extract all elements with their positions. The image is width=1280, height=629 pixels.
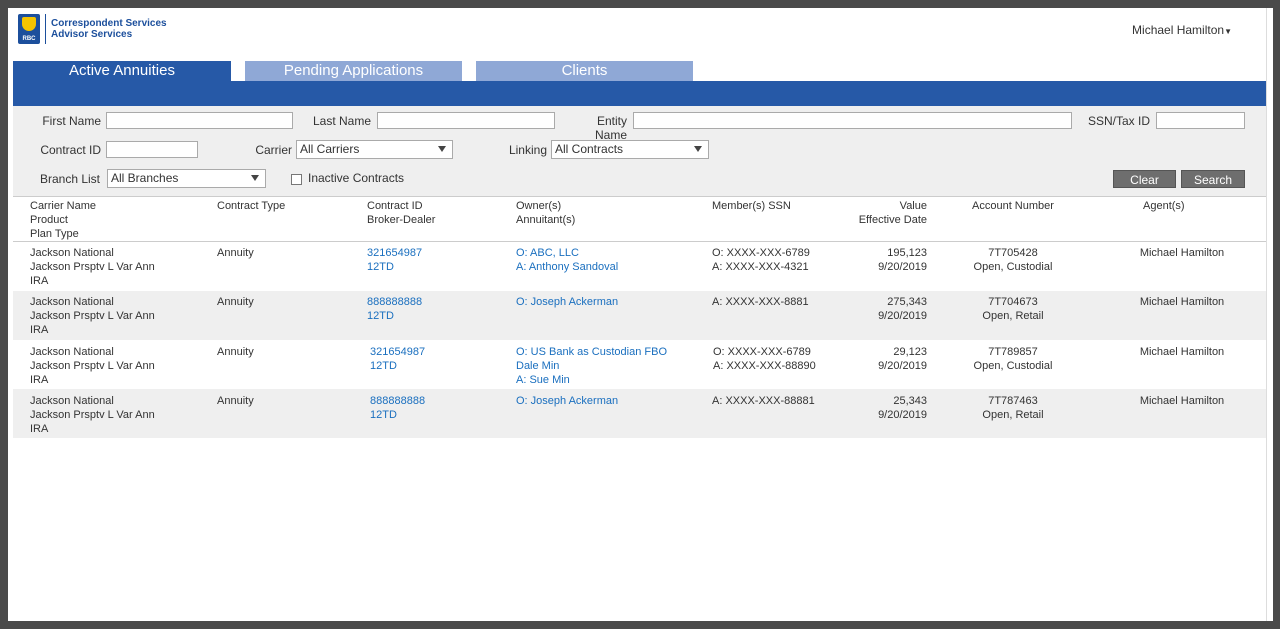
agent-cell: Michael Hamilton (1139, 395, 1225, 407)
owner-link[interactable]: O: US Bank as Custodian FBO (516, 346, 668, 358)
value-cell: 29,123 9/20/2019 (878, 346, 927, 372)
broker-dealer-link[interactable]: 12TD (367, 261, 394, 273)
first-name-label: First Name (42, 114, 101, 128)
col-account[interactable]: Account Number (972, 200, 1054, 212)
contract-cell: 888888888 12TD (367, 295, 422, 323)
contract-id-link[interactable]: 321654987 (370, 346, 426, 358)
value-cell: 195,123 9/20/2019 (878, 247, 927, 273)
annuitant-link[interactable]: A: Sue Min (516, 374, 570, 386)
tab-pending-applications[interactable]: Pending Applications (245, 61, 462, 81)
owner-link[interactable]: O: Joseph Ackerman (516, 395, 619, 407)
inactive-contracts-label: Inactive Contracts (308, 171, 405, 185)
last-name-label: Last Name (312, 114, 371, 128)
contract-id-link[interactable]: 888888888 (367, 296, 423, 308)
broker-dealer-link[interactable]: 12TD (370, 409, 397, 421)
rbc-shield-icon: RBC (18, 14, 40, 44)
broker-dealer-link[interactable]: 12TD (367, 310, 394, 322)
table-row[interactable]: Jackson National Jackson Prsptv L Var An… (13, 242, 1266, 291)
contract-id-label: Contract ID (40, 143, 101, 157)
filter-panel: First Name Last Name Entity Name SSN/Tax… (13, 106, 1266, 196)
entity-name-input[interactable] (633, 112, 1072, 129)
owner-link[interactable]: O: Joseph Ackerman (516, 296, 619, 308)
scrollbar[interactable] (1266, 8, 1273, 621)
table-row[interactable]: Jackson National Jackson Prsptv L Var An… (13, 291, 1266, 340)
caret-down-icon: ▼ (1224, 27, 1232, 36)
app-window: RBC Correspondent Services Advisor Servi… (8, 8, 1273, 621)
col-carrier[interactable]: Carrier Name Product Plan Type (30, 200, 97, 240)
account-cell: 7T787463 Open, Retail (982, 395, 1044, 421)
owners-cell: O: Joseph Ackerman (516, 295, 618, 309)
branch-list-label: Branch List (39, 172, 100, 186)
account-cell: 7T704673 Open, Retail (982, 296, 1044, 322)
col-value[interactable]: Value Effective Date (858, 200, 927, 226)
col-contract-type[interactable]: Contract Type (217, 200, 286, 212)
contract-id-input[interactable] (106, 141, 198, 158)
col-agents[interactable]: Agent(s) (1143, 200, 1185, 212)
tab-bar: Active Annuities Pending Applications Cl… (13, 61, 707, 81)
rbc-logo[interactable]: RBC Correspondent Services Advisor Servi… (18, 14, 167, 44)
carrier-cell: Jackson National Jackson Prsptv L Var An… (30, 247, 155, 287)
carrier-cell: Jackson National Jackson Prsptv L Var An… (30, 395, 155, 435)
tab-clients[interactable]: Clients (476, 61, 693, 81)
search-button[interactable]: Search (1181, 170, 1245, 188)
owners-cell: O: ABC, LLC A: Anthony Sandoval (516, 246, 618, 274)
dropdown-arrow-icon (251, 175, 259, 181)
last-name-input[interactable] (377, 112, 555, 129)
value-cell: 25,343 9/20/2019 (878, 395, 927, 421)
agent-cell: Michael Hamilton (1139, 296, 1225, 308)
owners-cell: O: Joseph Ackerman (516, 394, 618, 408)
contract-id-link[interactable]: 888888888 (370, 395, 426, 407)
col-contract[interactable]: Contract ID Broker-Dealer (367, 200, 436, 226)
branch-select[interactable]: All Branches (107, 169, 266, 188)
contract-type-cell: Annuity (217, 296, 254, 308)
carrier-cell: Jackson National Jackson Prsptv L Var An… (30, 346, 155, 386)
carrier-select[interactable]: All Carriers (296, 140, 453, 159)
owner-link[interactable]: Dale Min (516, 360, 560, 372)
first-name-input[interactable] (106, 112, 293, 129)
col-owners[interactable]: Owner(s) Annuitant(s) (516, 200, 576, 226)
owner-link[interactable]: O: ABC, LLC (516, 247, 579, 259)
contract-cell: 888888888 12TD (370, 394, 425, 422)
user-name: Michael Hamilton (1132, 23, 1225, 37)
owners-cell: O: US Bank as Custodian FBO Dale Min A: … (516, 345, 667, 387)
contract-cell: 321654987 12TD (367, 246, 422, 274)
table-row[interactable]: Jackson National Jackson Prsptv L Var An… (13, 389, 1266, 438)
inactive-contracts-checkbox[interactable] (291, 174, 302, 185)
ssn-cell: A: XXXX-XXX-8881 (712, 296, 809, 308)
annuitant-link[interactable]: A: Anthony Sandoval (516, 261, 619, 273)
brand-line-2: Advisor Services (51, 29, 133, 40)
dropdown-arrow-icon (438, 146, 446, 152)
account-cell: 7T705428 Open, Custodial (973, 247, 1053, 273)
ssn-label: SSN/Tax ID (1087, 114, 1150, 128)
value-cell: 275,343 9/20/2019 (878, 296, 927, 322)
clear-button[interactable]: Clear (1113, 170, 1176, 188)
ssn-input[interactable] (1156, 112, 1245, 129)
contract-type-cell: Annuity (217, 247, 254, 259)
linking-label: Linking (508, 143, 547, 157)
table-row[interactable]: Jackson National Jackson Prsptv L Var An… (13, 340, 1266, 389)
agent-cell: Michael Hamilton (1139, 247, 1225, 259)
ssn-cell: A: XXXX-XXX-88881 (712, 395, 815, 407)
contract-type-cell: Annuity (217, 346, 254, 358)
carrier-label: Carrier (255, 143, 292, 157)
header-bar (13, 81, 1266, 106)
col-ssn[interactable]: Member(s) SSN (712, 200, 791, 212)
broker-dealer-link[interactable]: 12TD (370, 360, 397, 372)
brand-line-1: Correspondent Services (51, 18, 167, 29)
carrier-cell: Jackson National Jackson Prsptv L Var An… (30, 296, 155, 336)
agent-cell: Michael Hamilton (1139, 346, 1225, 358)
ssn-cell: O: XXXX-XXX-6789 A: XXXX-XXX-88890 (713, 346, 816, 372)
contract-id-link[interactable]: 321654987 (367, 247, 423, 259)
tab-active-annuities[interactable]: Active Annuities (13, 61, 231, 81)
account-cell: 7T789857 Open, Custodial (973, 346, 1053, 372)
linking-select[interactable]: All Contracts (551, 140, 709, 159)
entity-name-label: Entity Name (594, 114, 627, 142)
table-header: Carrier Name Product Plan Type Contract … (13, 196, 1266, 242)
user-menu[interactable]: Michael Hamilton▼ (1132, 23, 1232, 37)
ssn-cell: O: XXXX-XXX-6789 A: XXXX-XXX-4321 (712, 247, 810, 273)
contract-type-cell: Annuity (217, 395, 254, 407)
contract-cell: 321654987 12TD (370, 345, 425, 373)
dropdown-arrow-icon (694, 146, 702, 152)
